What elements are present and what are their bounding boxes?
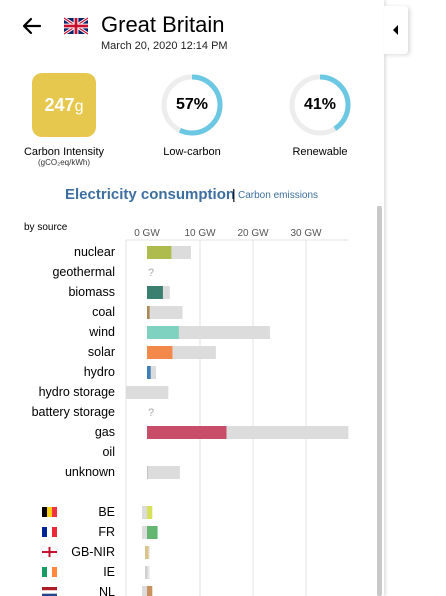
source-label: oil (102, 445, 115, 459)
zone-details-panel: Great Britain March 20, 2020 12:14 PM 24… (20, 12, 382, 596)
flag-stripe (47, 567, 52, 577)
flag-stripe (42, 527, 47, 537)
flag-stripe (42, 587, 57, 591)
capacity-bar (147, 306, 183, 319)
zone-datetime: March 20, 2020 12:14 PM (101, 40, 228, 52)
production-bar (147, 286, 163, 299)
arrow-left-icon (22, 17, 42, 35)
flag-nl-icon (42, 587, 57, 596)
exchange-bar (147, 506, 153, 519)
capacity-bar (126, 386, 169, 399)
source-label: coal (92, 305, 115, 319)
axis-tick-label: 30 GW (290, 228, 322, 239)
exchange-label: GB-NIR (71, 545, 115, 559)
carbon-intensity-unit: g (74, 98, 84, 115)
back-button[interactable] (20, 14, 44, 38)
source-label: wind (88, 325, 115, 339)
flag-stripe (52, 567, 57, 577)
production-bar (147, 366, 151, 379)
source-label: geothermal (52, 265, 115, 279)
unknown-value-mark: ? (148, 407, 154, 419)
source-label: solar (88, 345, 115, 359)
tab-separator: | (232, 186, 236, 202)
capacity-bar (147, 366, 157, 379)
flag-ie-icon (42, 567, 57, 577)
flag-stripe (52, 507, 57, 517)
exchange-label: NL (99, 585, 115, 596)
flag-fr-icon (42, 527, 57, 537)
production-bar (147, 306, 150, 319)
by-source-label: by source (24, 222, 68, 233)
production-bar (147, 346, 173, 359)
source-label: unknown (65, 465, 115, 479)
exchange-bar (147, 586, 153, 596)
flag-stripe (42, 507, 47, 517)
production-bar (147, 466, 148, 479)
flag-gb-nir-icon (41, 546, 58, 558)
flag-stripe (52, 527, 57, 537)
production-bar (147, 246, 172, 259)
low-carbon-label: Low-carbon (163, 146, 221, 158)
chevron-left-icon (393, 25, 398, 35)
source-label: nuclear (74, 245, 115, 259)
tab-carbon-emissions[interactable]: Carbon emissions (238, 190, 319, 201)
flag-stripe (42, 593, 57, 596)
production-bar (147, 426, 227, 439)
source-label: battery storage (32, 405, 115, 419)
source-label: gas (95, 425, 115, 439)
axis-tick-label: 10 GW (184, 228, 216, 239)
axis-tick-label: 20 GW (237, 228, 269, 239)
exchange-label: BE (98, 505, 115, 519)
carbon-intensity-unit-label: (gCO₂eq/kWh) (37, 158, 90, 167)
exchange-label: IE (103, 565, 115, 579)
renewable-value: 41% (303, 96, 337, 113)
capacity-bar (142, 506, 147, 519)
capacity-bar (147, 466, 180, 479)
tab-electricity-consumption[interactable]: Electricity consumption (65, 186, 236, 203)
capacity-bar (142, 586, 147, 596)
renewable-gauge (289, 74, 351, 136)
exchange-label: FR (98, 525, 115, 539)
flag-stripe (42, 567, 47, 577)
flag-stripe (47, 527, 52, 537)
low-carbon-gauge (161, 74, 223, 136)
zone-title: Great Britain (101, 12, 225, 37)
source-label: hydro (84, 365, 115, 379)
renewable-label: Renewable (292, 146, 348, 158)
flag-stripe (47, 507, 52, 517)
production-bar (147, 326, 179, 339)
flag-gb-icon (64, 17, 88, 35)
source-label: biomass (68, 285, 115, 299)
exchange-bar (147, 526, 158, 539)
collapse-panel-button[interactable] (384, 6, 408, 54)
flag-stripe (42, 551, 57, 553)
exchange-bar (145, 566, 148, 579)
low-carbon-value: 57% (175, 96, 209, 113)
axis-tick-label: 0 GW (134, 228, 160, 239)
carbon-intensity-value: 247 (44, 95, 75, 115)
flag-stripe (42, 590, 57, 594)
unknown-value-mark: ? (148, 267, 154, 279)
production-chart: 0 GW 10 GW 20 GW 30 GW nuclear geothermal ? bio… (32, 228, 349, 596)
flag-be-icon (42, 507, 57, 517)
carbon-intensity-label: Carbon Intensity (23, 146, 105, 158)
capacity-bar (142, 526, 147, 539)
source-label: hydro storage (39, 385, 115, 399)
scrollbar-thumb[interactable] (377, 206, 382, 596)
exchange-bar (145, 546, 149, 559)
carbon-intensity-badge: 247g (32, 73, 96, 137)
